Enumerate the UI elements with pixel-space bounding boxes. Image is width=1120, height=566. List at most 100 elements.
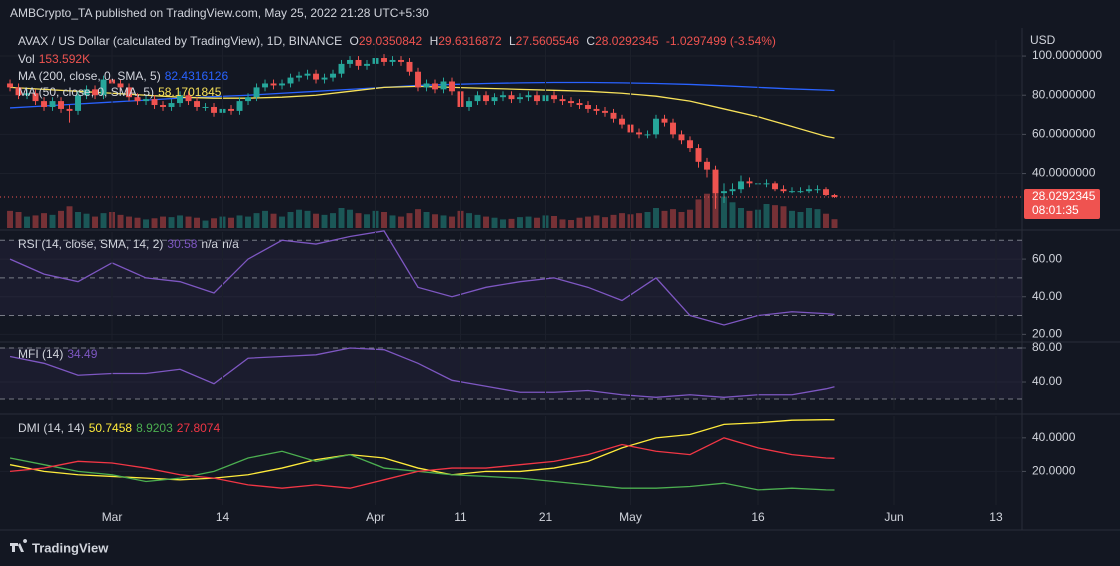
volume-bar (185, 216, 192, 228)
candle-body (602, 110, 608, 113)
candle-body (636, 132, 642, 135)
volume-legend: Vol 153.592K (18, 52, 94, 66)
ma200-legend: MA (200, close, 0, SMA, 5) 82.4316126 (18, 69, 232, 83)
candle-body (576, 103, 583, 106)
volume-bar (568, 220, 574, 228)
volume-bar (704, 193, 710, 228)
candle-body (687, 140, 693, 149)
candle-body (151, 99, 158, 106)
last-price-box (1024, 189, 1100, 220)
volume-bar (678, 212, 685, 228)
volume-bar (636, 213, 642, 228)
candle-body (117, 83, 124, 88)
h-value: 29.6316872 (438, 34, 502, 48)
last-price-label: 28.0292345 (1032, 189, 1096, 203)
candle-body (551, 95, 557, 100)
indicator-line (9, 347, 835, 398)
volume-bar (389, 215, 396, 228)
candle-body (423, 83, 430, 88)
volume-bar (814, 209, 821, 228)
candle-body (32, 93, 39, 102)
candle-body (704, 161, 710, 170)
volume-bar (432, 214, 438, 228)
candle-body (491, 97, 498, 102)
candle-body (415, 71, 421, 88)
volume-bar (355, 213, 362, 228)
candle-body (92, 89, 99, 96)
candle-body (525, 95, 532, 98)
candle-body (474, 95, 481, 102)
candle-body (729, 189, 736, 192)
candle-body (746, 181, 753, 184)
plus-di-value: 8.9203 (136, 421, 173, 435)
candle-body (228, 108, 234, 111)
volume-bar (151, 218, 158, 228)
volume-bar (211, 218, 217, 228)
header: AMBCrypto_TA published on TradingView.co… (10, 6, 429, 20)
volume-bar (415, 209, 421, 228)
logo (10, 539, 28, 552)
volume-bar (525, 216, 532, 228)
volume-bar (585, 216, 591, 228)
candle-body (712, 169, 719, 194)
volume-bar (168, 217, 175, 228)
candle-body (100, 79, 107, 96)
volume-bar (279, 216, 285, 228)
volume-bar (313, 213, 319, 228)
main-legend: AVAX / US Dollar (calculated by TradingV… (18, 34, 780, 48)
volume-bar (738, 208, 744, 228)
candle-body (304, 73, 311, 76)
volume-bar (576, 217, 583, 228)
volume-bar (364, 214, 370, 228)
y-tick-label: 20.00 (1032, 327, 1062, 341)
candle-body (321, 77, 328, 80)
volume-bar (381, 212, 387, 228)
candle-body (185, 95, 192, 102)
volume-bar (126, 216, 132, 228)
candle-body (355, 59, 362, 66)
candle-body (202, 106, 209, 108)
o-letter: O (349, 34, 359, 48)
volume-bar (7, 210, 14, 228)
candle-body (15, 87, 22, 96)
mfi-title: MFI (14) (18, 347, 64, 361)
volume-bar (41, 213, 48, 228)
volume-bar (551, 216, 557, 228)
candle-body (398, 59, 404, 62)
currency: USD (1030, 33, 1056, 47)
candle-body (160, 105, 166, 107)
adx-value: 50.7458 (88, 421, 133, 435)
candle-body (381, 58, 387, 62)
c-value: 28.0292345 (595, 34, 659, 48)
volume-name: Vol (18, 52, 35, 66)
candle-body (177, 95, 183, 104)
candle-body (508, 95, 515, 100)
candle-body (279, 83, 285, 86)
candle-body (236, 101, 243, 111)
candle-body (287, 77, 294, 84)
candle-body (670, 122, 676, 135)
volume-bar (202, 220, 209, 228)
candle-body (653, 118, 659, 135)
y-tick-label: 40.0000000 (1032, 166, 1096, 180)
indicator-line (9, 419, 835, 481)
candle-body (789, 191, 795, 193)
candle-body (313, 73, 319, 80)
volume-bar (619, 213, 625, 228)
candle-body (347, 59, 353, 64)
candle-body (389, 59, 396, 62)
na: n/a (201, 237, 219, 251)
candle-body (695, 148, 702, 162)
candle-body (763, 183, 770, 185)
candle-body (559, 99, 566, 102)
candle-body (831, 195, 838, 198)
candle-body (126, 87, 132, 98)
rsi-legend: RSI (14, close, SMA, 14, 2) 30.58 n/a n/a (18, 237, 243, 251)
h-letter: H (429, 34, 439, 48)
y-tick-label: 40.00 (1032, 374, 1062, 388)
volume-bar (423, 212, 430, 228)
volume-bar (440, 215, 447, 228)
candle-body (245, 97, 251, 102)
